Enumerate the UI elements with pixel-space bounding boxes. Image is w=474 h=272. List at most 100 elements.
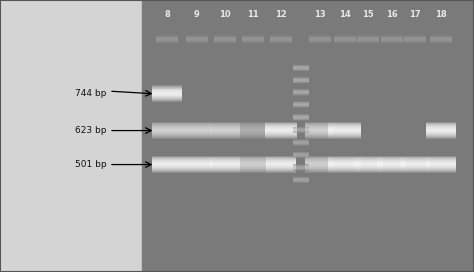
Bar [266,170,296,171]
Bar [426,122,456,123]
Bar [404,42,426,43]
Bar [334,38,356,39]
Bar [242,42,264,43]
Bar [152,162,182,163]
Bar [305,135,335,136]
Bar [400,162,429,163]
Bar [156,43,178,44]
Bar [210,163,240,164]
Bar [305,128,335,129]
Bar [377,158,406,159]
Bar [293,120,309,121]
Bar [305,169,335,170]
Bar [328,126,361,127]
Bar [152,161,182,162]
Bar [381,37,403,38]
Bar [242,36,264,37]
Bar [426,133,456,134]
Bar [377,156,406,157]
Bar [404,38,426,39]
Bar [328,163,361,164]
Bar [305,171,335,172]
Bar [357,43,379,44]
Bar [240,134,266,135]
Bar [264,128,297,129]
Bar [266,166,296,167]
Bar [214,36,236,37]
Bar [309,35,331,36]
Bar [240,126,266,127]
Bar [270,35,292,36]
Bar [293,164,309,165]
Bar [328,130,361,131]
Bar [270,36,292,37]
Bar [334,39,356,40]
Bar [182,167,211,168]
Bar [293,177,309,178]
Bar [426,126,456,127]
Bar [270,40,292,41]
Bar [305,165,335,166]
Bar [293,101,309,102]
Bar [152,164,182,165]
Bar [426,159,456,160]
Text: 623 bp: 623 bp [75,126,107,135]
Bar [377,171,406,172]
Bar [334,35,356,36]
Bar [377,168,406,169]
Bar [240,162,266,163]
Bar [152,90,182,91]
Bar [266,163,296,164]
Bar [293,107,309,108]
Bar [328,138,361,139]
Bar [328,123,361,124]
Bar [214,42,236,43]
Bar [357,36,379,37]
Bar [305,162,335,163]
Bar [152,138,182,139]
Bar [328,164,361,165]
Bar [293,178,309,179]
Bar [240,125,266,126]
Text: 12: 12 [275,10,287,20]
Bar [353,162,383,163]
Bar [266,158,296,159]
Bar [186,35,208,36]
Bar [353,160,383,161]
Bar [426,129,456,130]
Bar [426,162,456,163]
Bar [240,157,266,158]
Bar [266,161,296,162]
Bar [210,166,240,167]
Bar [186,42,208,43]
Bar [377,159,406,160]
Bar [305,161,335,162]
Bar [404,35,426,36]
Bar [210,169,240,170]
Bar [264,124,297,125]
Bar [353,166,383,167]
Bar [293,95,309,96]
Bar [328,166,361,167]
Bar [377,165,406,166]
Bar [182,164,211,165]
Bar [426,167,456,168]
Bar [400,172,429,174]
Bar [210,167,240,168]
Bar [240,130,266,131]
Bar [182,138,211,139]
Bar [353,167,383,168]
Bar [266,168,296,169]
Bar [305,166,335,167]
Bar [357,38,379,39]
Bar [182,156,211,157]
Bar [210,171,240,172]
Bar [152,131,182,132]
Bar [152,128,182,129]
Bar [353,158,383,159]
Bar [400,166,429,167]
Bar [266,160,296,161]
Bar [309,37,331,38]
Bar [334,37,356,38]
Bar [152,86,182,87]
